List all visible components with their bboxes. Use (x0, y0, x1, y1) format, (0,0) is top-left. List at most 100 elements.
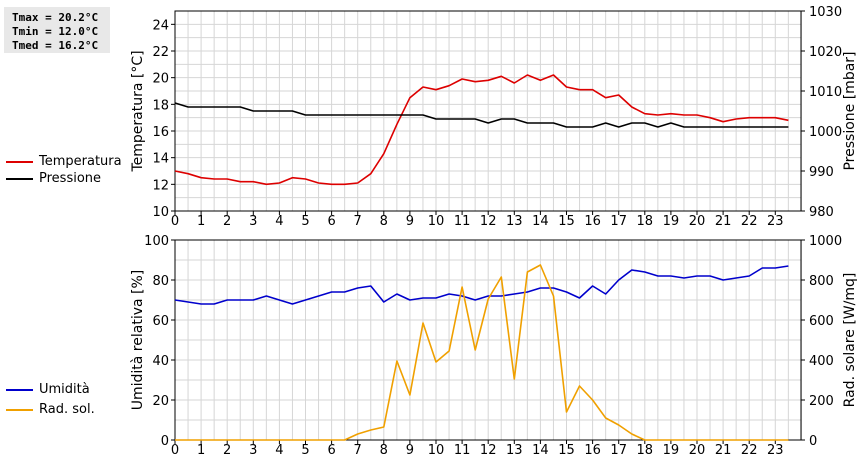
x-tick-label: 7 (354, 214, 362, 229)
y-axis-title: Umidità relativa [%] (130, 270, 146, 411)
y-tick-label: 20 (152, 72, 169, 87)
y2-tick-label: 1020 (809, 45, 842, 60)
stat-tmed: Tmed = 16.2°C (12, 39, 99, 52)
y2-tick-label: 1000 (809, 125, 842, 140)
y2-tick-label: 1030 (809, 5, 842, 20)
y-tick-label: 12 (152, 178, 169, 193)
stat-tmax: Tmax = 20.2°C (12, 11, 99, 24)
x-tick-label: 6 (327, 214, 335, 229)
y2-tick-label: 800 (809, 274, 834, 289)
chart-temperature-pressure: 0 1 2 3 4 5 6 7 8 9 10 11 12 13 14 15 16 17 18 19 20 21 22 2310… (130, 5, 858, 229)
x-tick-label: 14 (532, 443, 549, 458)
legend-label-umidita: Umidità (39, 382, 90, 397)
chart-humidity-radiation: 0 1 2 3 4 5 6 7 8 9 10 11 12 13 14 15 16 17 18 19 20 21 22 2302… (130, 234, 858, 458)
x-tick-label: 7 (354, 443, 362, 458)
series-line-pressione (174, 102, 789, 128)
series-line-rad-sol (175, 264, 789, 441)
y2-axis-title: Rad. solare [W/mq] (842, 273, 858, 408)
y2-tick-label: 0 (809, 434, 817, 449)
x-tick-label: 19 (663, 443, 680, 458)
x-tick-label: 15 (558, 443, 575, 458)
y2-tick-label: 400 (809, 354, 834, 369)
legend-item-pressione: Pressione (6, 171, 131, 187)
x-tick-label: 10 (428, 214, 445, 229)
x-tick-label: 2 (223, 214, 231, 229)
y-tick-label: 24 (152, 18, 169, 33)
series-line-umidita (174, 265, 789, 305)
x-tick-label: 21 (715, 443, 732, 458)
legend-swatch-rad-sol (6, 409, 33, 411)
x-tick-label: 21 (715, 214, 732, 229)
x-tick-label: 1 (197, 214, 205, 229)
y2-tick-label: 1000 (809, 234, 842, 249)
y-tick-label: 40 (152, 354, 169, 369)
x-tick-label: 13 (506, 443, 523, 458)
x-tick-label: 20 (689, 214, 706, 229)
legend-label-rad-sol: Rad. sol. (39, 402, 95, 417)
y-tick-label: 16 (152, 125, 169, 140)
y-tick-label: 100 (144, 234, 169, 249)
x-tick-label: 2 (223, 443, 231, 458)
y-tick-label: 22 (152, 45, 169, 60)
y-axis-title: Temperatura [°C] (130, 50, 146, 172)
y2-tick-label: 600 (809, 314, 834, 329)
y-tick-label: 60 (152, 314, 169, 329)
x-tick-label: 5 (301, 214, 309, 229)
x-tick-label: 10 (428, 443, 445, 458)
x-tick-label: 9 (406, 214, 414, 229)
legend-item-umidita: Umidità (6, 382, 131, 398)
x-tick-label: 19 (663, 214, 680, 229)
x-tick-label: 13 (506, 214, 523, 229)
x-tick-label: 11 (454, 443, 471, 458)
x-tick-label: 22 (741, 214, 758, 229)
y2-tick-label: 980 (809, 205, 834, 220)
legend-item-temperatura: Temperatura (6, 154, 131, 170)
x-tick-label: 0 (171, 214, 179, 229)
x-tick-label: 8 (380, 443, 388, 458)
x-tick-label: 3 (249, 443, 257, 458)
legend-swatch-temperatura (6, 161, 33, 163)
x-tick-label: 17 (610, 443, 627, 458)
y-tick-label: 20 (152, 394, 169, 409)
x-tick-label: 0 (171, 443, 179, 458)
x-tick-label: 15 (558, 214, 575, 229)
legend-label-pressione: Pressione (39, 171, 102, 186)
y2-tick-label: 1010 (809, 85, 842, 100)
legend-label-temperatura: Temperatura (39, 154, 122, 169)
x-tick-label: 3 (249, 214, 257, 229)
x-tick-label: 18 (637, 214, 654, 229)
y-tick-label: 80 (152, 274, 169, 289)
x-tick-label: 14 (532, 214, 549, 229)
x-tick-label: 16 (584, 443, 601, 458)
legend-swatch-pressione (6, 178, 33, 180)
stat-tmin: Tmin = 12.0°C (12, 25, 99, 38)
x-tick-label: 4 (275, 214, 283, 229)
x-tick-label: 17 (610, 214, 627, 229)
y2-tick-label: 200 (809, 394, 834, 409)
x-tick-label: 12 (480, 443, 497, 458)
x-tick-label: 23 (767, 214, 784, 229)
x-tick-label: 23 (767, 443, 784, 458)
stats-box: Tmax = 20.2°C Tmin = 12.0°C Tmed = 16.2°… (4, 7, 110, 53)
x-tick-label: 22 (741, 443, 758, 458)
x-tick-label: 9 (406, 443, 414, 458)
y-tick-label: 10 (152, 205, 169, 220)
legend-item-rad-sol: Rad. sol. (6, 402, 131, 418)
y-tick-label: 14 (152, 152, 169, 167)
x-tick-label: 8 (380, 214, 388, 229)
x-tick-label: 6 (327, 443, 335, 458)
y2-tick-label: 990 (809, 165, 834, 180)
x-tick-label: 5 (301, 443, 309, 458)
y2-axis-title: Pressione [mbar] (842, 51, 858, 170)
legend-bottom: Umidità Rad. sol. (6, 382, 131, 418)
series-line-temperatura (174, 74, 789, 186)
y-tick-label: 18 (152, 98, 169, 113)
x-tick-label: 20 (689, 443, 706, 458)
x-tick-label: 18 (637, 443, 654, 458)
x-tick-label: 12 (480, 214, 497, 229)
x-tick-label: 4 (275, 443, 283, 458)
legend-top: Temperatura Pressione (6, 154, 131, 188)
legend-swatch-umidita (6, 389, 33, 391)
x-tick-label: 16 (584, 214, 601, 229)
